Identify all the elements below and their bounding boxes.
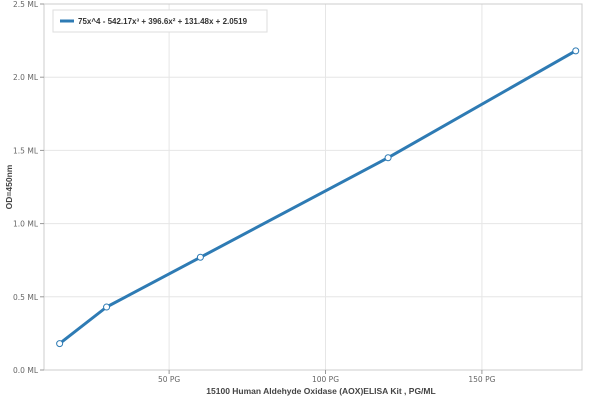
data-point [103,303,111,311]
x-tick-label: 150 PG [468,375,495,384]
y-tick-label: 0.0 ML [13,366,39,375]
y-tick-label: 1.0 ML [13,220,39,229]
y-axis-ticks: 0.0 ML 0.5 ML 1.0 ML 1.5 ML 2.0 ML 2.5 ML [13,0,44,375]
data-point [384,154,392,162]
y-tick-label: 2.0 ML [13,73,39,82]
y-tick-label: 2.5 ML [13,0,39,9]
y-axis-title: OD=450nm [4,164,14,209]
series-line [58,49,578,346]
data-point [572,47,580,55]
data-point [196,253,204,261]
y-tick-label: 0.5 ML [13,293,39,302]
x-axis-title: 15100 Human Aldehyde Oxidase (AOX)ELISA … [206,386,435,396]
x-tick-label: 100 PG [312,375,339,384]
x-tick-label: 50 PG [158,375,180,384]
legend-label: 75x^4 - 542.17x³ + 396.6x² + 131.48x + 2… [78,17,248,26]
series-layer [56,47,580,348]
y-tick-label: 1.5 ML [13,146,39,155]
data-point [56,340,64,348]
legend: 75x^4 - 542.17x³ + 396.6x² + 131.48x + 2… [52,9,268,33]
grid [44,3,582,371]
legend-box [52,9,268,33]
x-axis-ticks: 50 PG 100 PG 150 PG [158,370,496,384]
plot-frame [43,3,583,371]
